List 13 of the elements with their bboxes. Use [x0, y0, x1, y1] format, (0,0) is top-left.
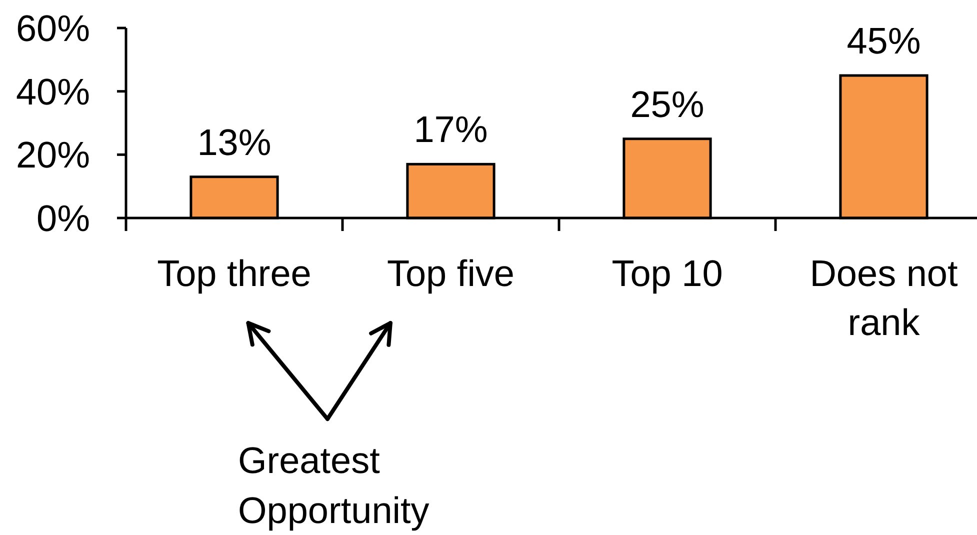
text: Greatest Opportunity — [238, 440, 430, 531]
y-tick-label: 40% — [16, 71, 90, 112]
x-tick-label: Does not rank — [810, 253, 959, 343]
data-label: 25% — [630, 84, 704, 125]
y-tick-label: 60% — [16, 8, 90, 49]
data-label: 13% — [197, 122, 272, 163]
data-label: 45% — [846, 20, 921, 62]
data-label: 17% — [414, 109, 488, 150]
x-tick-label: Top 10 — [612, 253, 723, 294]
y-tick-label: 0% — [36, 198, 90, 239]
y-tick-label: 20% — [16, 134, 90, 176]
x-tick-label: Top three — [157, 253, 312, 294]
x-tick-label: Top five — [386, 253, 515, 294]
